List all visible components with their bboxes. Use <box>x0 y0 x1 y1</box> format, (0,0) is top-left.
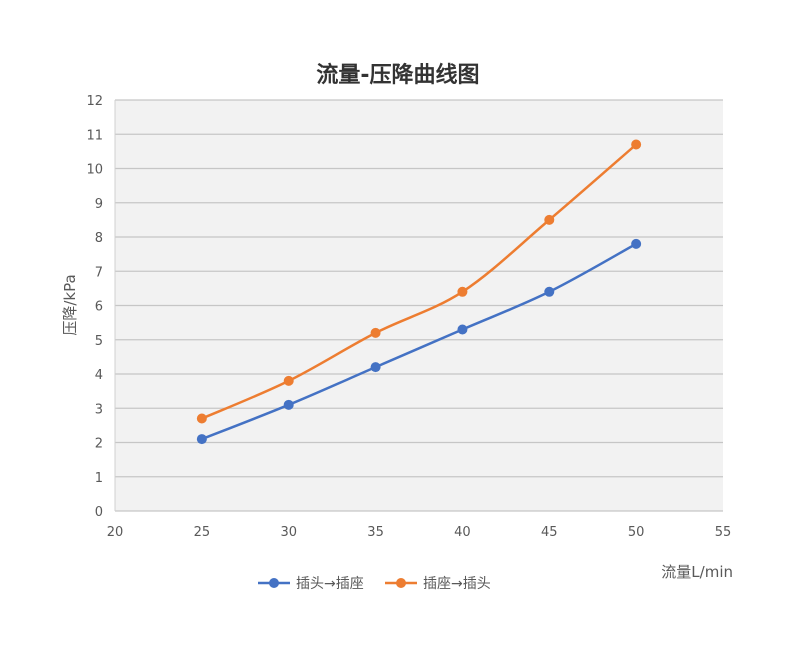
x-tick-label: 30 <box>280 525 297 540</box>
x-tick-label: 50 <box>628 525 645 540</box>
y-tick-label: 4 <box>95 368 103 383</box>
legend-label: 插头→插座 <box>296 576 364 592</box>
x-tick-label: 40 <box>454 525 471 540</box>
data-point <box>544 286 555 297</box>
series-line <box>200 242 638 441</box>
y-tick-label: 7 <box>95 265 103 280</box>
y-tick-label: 0 <box>95 505 103 520</box>
data-point <box>370 327 381 338</box>
data-point <box>283 375 294 386</box>
series-group <box>196 139 642 445</box>
data-point <box>283 399 294 410</box>
data-point <box>457 286 468 297</box>
y-tick-label: 9 <box>95 197 103 212</box>
legend-marker <box>269 578 279 588</box>
y-tick-label: 3 <box>95 402 103 417</box>
legend-label: 插座→插头 <box>423 576 491 592</box>
data-point <box>370 362 381 373</box>
series-2 <box>196 139 642 424</box>
data-point <box>196 413 207 424</box>
x-tick-label: 35 <box>367 525 384 540</box>
data-point <box>631 238 642 249</box>
x-tick-label: 45 <box>541 525 558 540</box>
data-point <box>631 139 642 150</box>
x-tick-labels: 20 25 30 35 40 45 50 55 <box>107 525 732 540</box>
legend: 插头→插座 插座→插头 <box>258 576 491 592</box>
series-line <box>200 143 638 420</box>
y-tick-label: 11 <box>86 128 103 143</box>
data-point <box>544 214 555 225</box>
y-tick-label: 6 <box>95 300 103 315</box>
data-point <box>196 434 207 445</box>
x-tick-label: 55 <box>715 525 732 540</box>
x-tick-label: 20 <box>107 525 124 540</box>
legend-item-1: 插头→插座 <box>258 576 364 592</box>
y-tick-label: 12 <box>86 94 103 109</box>
series-1 <box>196 238 642 445</box>
x-tick-label: 25 <box>194 525 211 540</box>
chart-title: 流量-压降曲线图 <box>316 62 479 88</box>
gridlines <box>114 99 723 512</box>
y-tick-label: 2 <box>95 437 103 452</box>
data-point <box>457 324 468 335</box>
y-tick-label: 5 <box>95 334 103 349</box>
y-tick-label: 10 <box>86 163 103 178</box>
y-tick-label: 8 <box>95 231 103 246</box>
x-axis-label: 流量L/min <box>661 563 733 581</box>
legend-item-2: 插座→插头 <box>385 576 491 592</box>
y-axis-label: 压降/kPa <box>61 274 79 335</box>
legend-marker <box>396 578 406 588</box>
y-tick-label: 1 <box>95 471 103 486</box>
